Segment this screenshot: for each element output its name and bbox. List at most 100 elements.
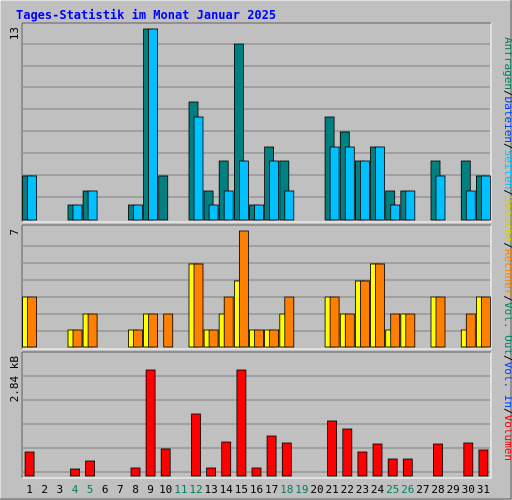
bar-rechner-day-15 xyxy=(238,230,249,348)
bar-dateien-day-9 xyxy=(148,28,159,221)
bar-rechner-day-1 xyxy=(27,296,38,348)
bar-dateien-day-15 xyxy=(238,160,249,221)
y-max-label: 2.84 kB xyxy=(8,356,21,403)
x-tick-label: 26 xyxy=(401,483,414,496)
x-tick-label: 16 xyxy=(250,483,263,496)
bar-rechner-day-9 xyxy=(148,313,159,348)
bar-volumen-day-24 xyxy=(372,443,383,477)
x-tick-label: 1 xyxy=(26,483,33,496)
x-tick-label: 18 xyxy=(280,483,293,496)
bar-volumen-day-23 xyxy=(357,451,368,477)
bar-anfragen-day-15 xyxy=(233,43,244,221)
bar-rechner-day-25 xyxy=(390,313,401,348)
side-label-part: Volumen xyxy=(502,415,512,461)
x-tick-label: 10 xyxy=(159,483,172,496)
bar-rechner-day-16 xyxy=(254,329,264,348)
x-tick-label: 11 xyxy=(174,483,187,496)
side-label-part: / xyxy=(502,355,512,362)
bar-volumen-day-13 xyxy=(206,467,217,477)
bar-volumen-day-9 xyxy=(145,369,156,477)
x-tick-label: 15 xyxy=(235,483,248,496)
bar-volumen-day-8 xyxy=(130,467,141,477)
bar-rechner-day-14 xyxy=(223,296,234,348)
bar-rechner-day-18 xyxy=(284,296,295,348)
x-tick-label: 6 xyxy=(102,483,109,496)
bar-rechner-day-26 xyxy=(405,313,416,348)
x-tick-label: 19 xyxy=(295,483,308,496)
bar-rechner-day-21 xyxy=(329,296,340,348)
bar-rechner-day-24 xyxy=(375,263,385,348)
x-tick-label: 3 xyxy=(56,483,63,496)
bar-dateien-day-17 xyxy=(269,160,280,221)
bar-dateien-day-13 xyxy=(208,204,219,221)
bar-dateien-day-1 xyxy=(27,175,38,221)
x-tick-label: 25 xyxy=(386,483,399,496)
bar-volumen-day-25 xyxy=(387,458,398,477)
x-tick-label: 9 xyxy=(147,483,154,496)
x-tick-label: 17 xyxy=(265,483,278,496)
bar-volumen-day-21 xyxy=(327,420,338,477)
x-tick-label: 7 xyxy=(117,483,124,496)
x-tick-label: 2 xyxy=(41,483,48,496)
side-label-part: / xyxy=(502,90,512,97)
bar-dateien-day-12 xyxy=(193,116,204,221)
side-label-part: Dateien xyxy=(502,97,512,143)
bar-volumen-day-17 xyxy=(266,435,277,477)
bar-dateien-day-16 xyxy=(254,204,264,221)
bar-volumen-day-18 xyxy=(281,442,292,477)
bar-volumen-day-26 xyxy=(402,458,413,477)
bar-volumen-day-30 xyxy=(463,442,474,477)
x-tick-label: 4 xyxy=(72,483,79,496)
panel-middle: 7 xyxy=(8,224,492,350)
side-label-part: Anfragen xyxy=(502,37,512,90)
bar-dateien-day-25 xyxy=(390,204,401,221)
bar-volumen-day-28 xyxy=(433,443,443,477)
side-label-part: / xyxy=(502,143,512,150)
panel-area xyxy=(21,22,492,223)
bar-rechner-day-12 xyxy=(193,263,204,348)
x-tick-label: 5 xyxy=(87,483,94,496)
bar-rechner-day-4 xyxy=(72,329,83,348)
bar-dateien-day-22 xyxy=(344,146,355,221)
side-label-part: Rechner xyxy=(502,249,512,296)
bar-anfragen-day-10 xyxy=(158,175,169,221)
bar-rechner-day-23 xyxy=(359,280,370,348)
x-tick-label: 30 xyxy=(462,483,475,496)
x-tick-label: 28 xyxy=(431,483,444,496)
bar-volumen-day-4 xyxy=(70,468,80,477)
bar-volumen-day-16 xyxy=(251,467,262,477)
side-label-part: / xyxy=(502,189,512,196)
bar-dateien-day-21 xyxy=(329,146,340,221)
x-tick-label: 29 xyxy=(447,483,460,496)
bar-dateien-day-28 xyxy=(435,175,446,221)
x-tick-label: 27 xyxy=(416,483,429,496)
side-label-part: / xyxy=(502,408,512,415)
x-axis-labels: 1 2 3 4 5 6 7 8 9 10 11 12 13 14 15 16 17 18 19 20 21 22 23 24 2… xyxy=(26,483,490,496)
bar-volumen-day-10 xyxy=(160,448,171,477)
bar-rechner-day-31 xyxy=(480,296,491,348)
bar-dateien-day-4 xyxy=(72,204,83,221)
side-label-part: Besuche xyxy=(502,196,512,242)
bar-rechner-day-13 xyxy=(208,329,219,348)
bar-rechner-day-28 xyxy=(435,296,446,348)
side-label-part: / xyxy=(502,242,512,249)
x-tick-label: 23 xyxy=(356,483,369,496)
bar-volumen-day-5 xyxy=(85,460,95,477)
bar-volumen-day-31 xyxy=(478,449,489,477)
x-tick-label: 21 xyxy=(325,483,338,496)
bar-volumen-day-22 xyxy=(342,428,353,477)
chart-title: Tages-Statistik im Monat Januar 2025 xyxy=(16,8,276,22)
x-tick-label: 12 xyxy=(189,483,202,496)
legend-side-label: Anfragen/Dateien/Seiten/Besuche/Rechner/… xyxy=(502,37,512,461)
bar-rechner-day-30 xyxy=(465,313,476,348)
panel-top: 13 xyxy=(8,22,492,223)
bar-rechner-day-22 xyxy=(344,313,355,348)
x-tick-label: 14 xyxy=(220,483,234,496)
bar-dateien-day-5 xyxy=(87,190,98,221)
panel-area xyxy=(21,351,492,479)
bar-rechner-day-17 xyxy=(269,329,280,348)
y-max-label: 13 xyxy=(8,27,21,40)
bar-rechner-day-10 xyxy=(163,313,174,348)
bar-dateien-day-31 xyxy=(480,175,491,221)
